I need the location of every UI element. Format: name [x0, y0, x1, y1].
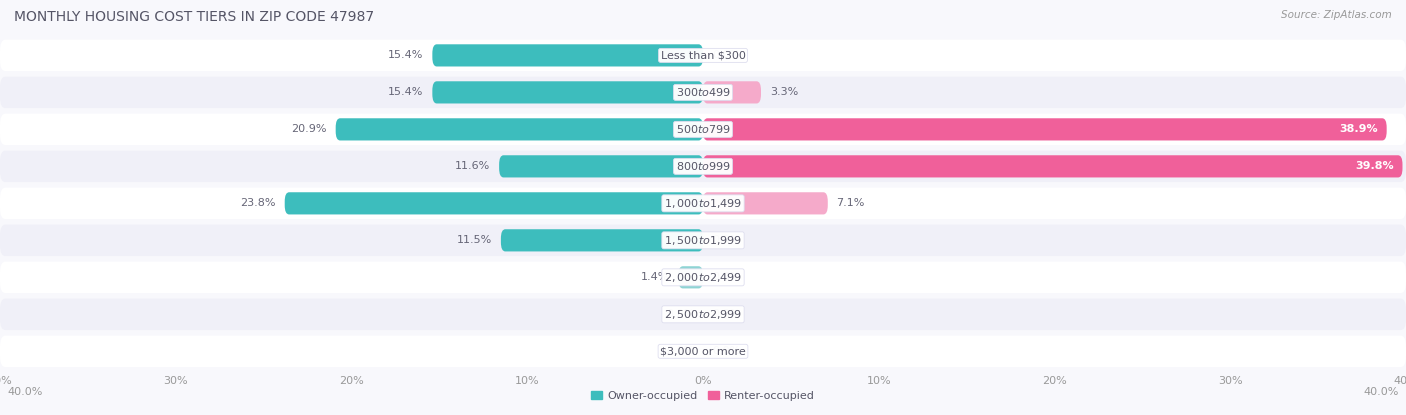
FancyBboxPatch shape — [433, 81, 703, 103]
Text: $2,500 to $2,999: $2,500 to $2,999 — [664, 308, 742, 321]
Text: 38.9%: 38.9% — [1340, 124, 1378, 134]
Text: 15.4%: 15.4% — [388, 88, 423, 98]
Text: 0.0%: 0.0% — [711, 272, 740, 282]
FancyBboxPatch shape — [0, 336, 1406, 367]
FancyBboxPatch shape — [0, 188, 1406, 219]
FancyBboxPatch shape — [499, 155, 703, 178]
FancyBboxPatch shape — [703, 192, 828, 215]
Text: 40.0%: 40.0% — [7, 387, 42, 397]
FancyBboxPatch shape — [433, 44, 703, 66]
Text: $1,000 to $1,499: $1,000 to $1,499 — [664, 197, 742, 210]
Legend: Owner-occupied, Renter-occupied: Owner-occupied, Renter-occupied — [586, 386, 820, 405]
Text: $2,000 to $2,499: $2,000 to $2,499 — [664, 271, 742, 284]
Text: 7.1%: 7.1% — [837, 198, 865, 208]
FancyBboxPatch shape — [703, 118, 1386, 140]
FancyBboxPatch shape — [0, 77, 1406, 108]
Text: $300 to $499: $300 to $499 — [675, 86, 731, 98]
Text: 0.0%: 0.0% — [666, 309, 695, 319]
FancyBboxPatch shape — [0, 40, 1406, 71]
FancyBboxPatch shape — [336, 118, 703, 140]
FancyBboxPatch shape — [0, 151, 1406, 182]
Text: 0.0%: 0.0% — [711, 235, 740, 245]
Text: 15.4%: 15.4% — [388, 50, 423, 61]
Text: $3,000 or more: $3,000 or more — [661, 346, 745, 356]
Text: 3.3%: 3.3% — [770, 88, 799, 98]
Text: $1,500 to $1,999: $1,500 to $1,999 — [664, 234, 742, 247]
Text: 39.8%: 39.8% — [1355, 161, 1393, 171]
Text: 11.5%: 11.5% — [457, 235, 492, 245]
Text: $800 to $999: $800 to $999 — [675, 160, 731, 172]
Text: 23.8%: 23.8% — [240, 198, 276, 208]
Text: 11.6%: 11.6% — [456, 161, 491, 171]
Text: Source: ZipAtlas.com: Source: ZipAtlas.com — [1281, 10, 1392, 20]
FancyBboxPatch shape — [678, 266, 703, 288]
FancyBboxPatch shape — [501, 229, 703, 251]
Text: Less than $300: Less than $300 — [661, 50, 745, 61]
Text: 1.4%: 1.4% — [641, 272, 669, 282]
Text: 0.0%: 0.0% — [666, 346, 695, 356]
Text: MONTHLY HOUSING COST TIERS IN ZIP CODE 47987: MONTHLY HOUSING COST TIERS IN ZIP CODE 4… — [14, 10, 374, 24]
Text: 0.0%: 0.0% — [711, 309, 740, 319]
FancyBboxPatch shape — [703, 155, 1402, 178]
FancyBboxPatch shape — [0, 225, 1406, 256]
Text: 0.0%: 0.0% — [711, 346, 740, 356]
Text: 40.0%: 40.0% — [1364, 387, 1399, 397]
FancyBboxPatch shape — [0, 261, 1406, 293]
FancyBboxPatch shape — [703, 81, 761, 103]
Text: 20.9%: 20.9% — [291, 124, 328, 134]
Text: 0.0%: 0.0% — [711, 50, 740, 61]
FancyBboxPatch shape — [0, 299, 1406, 330]
FancyBboxPatch shape — [0, 114, 1406, 145]
FancyBboxPatch shape — [285, 192, 703, 215]
Text: $500 to $799: $500 to $799 — [675, 123, 731, 135]
